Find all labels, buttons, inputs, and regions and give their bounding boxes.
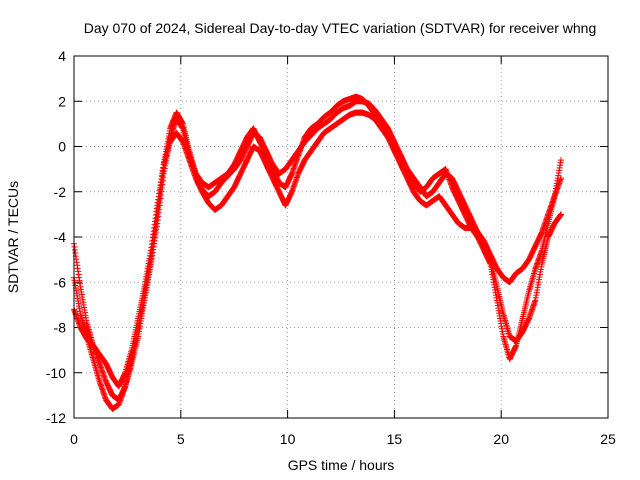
y-tick-label: -6 <box>54 274 67 290</box>
grid-lines <box>74 56 608 418</box>
y-tick-label: -12 <box>46 410 66 426</box>
x-tick-labels: 0 5 10 15 20 25 <box>70 431 616 447</box>
y-tick-label: -10 <box>46 365 66 381</box>
y-tick-label: 2 <box>58 93 66 109</box>
y-tick-label: -2 <box>54 184 67 200</box>
y-tick-label: 0 <box>58 139 66 155</box>
x-tick-label: 0 <box>70 431 78 447</box>
x-tick-label: 5 <box>177 431 185 447</box>
data-point <box>558 211 565 218</box>
chart-title: Day 070 of 2024, Sidereal Day-to-day VTE… <box>84 20 597 36</box>
x-axis-label: GPS time / hours <box>288 457 395 473</box>
y-tick-label: 4 <box>58 48 66 64</box>
x-tick-label: 20 <box>493 431 509 447</box>
y-tick-labels: -12 -10 -8 -6 -4 -2 0 2 4 <box>46 48 66 426</box>
x-tick-label: 15 <box>387 431 403 447</box>
y-tick-label: -4 <box>54 229 67 245</box>
data-points <box>71 93 565 412</box>
y-tick-label: -8 <box>54 320 67 336</box>
y-axis-label: SDTVAR / TECUs <box>5 181 21 293</box>
x-tick-label: 10 <box>280 431 296 447</box>
data-series-3 <box>71 93 565 412</box>
x-tick-label: 25 <box>600 431 616 447</box>
